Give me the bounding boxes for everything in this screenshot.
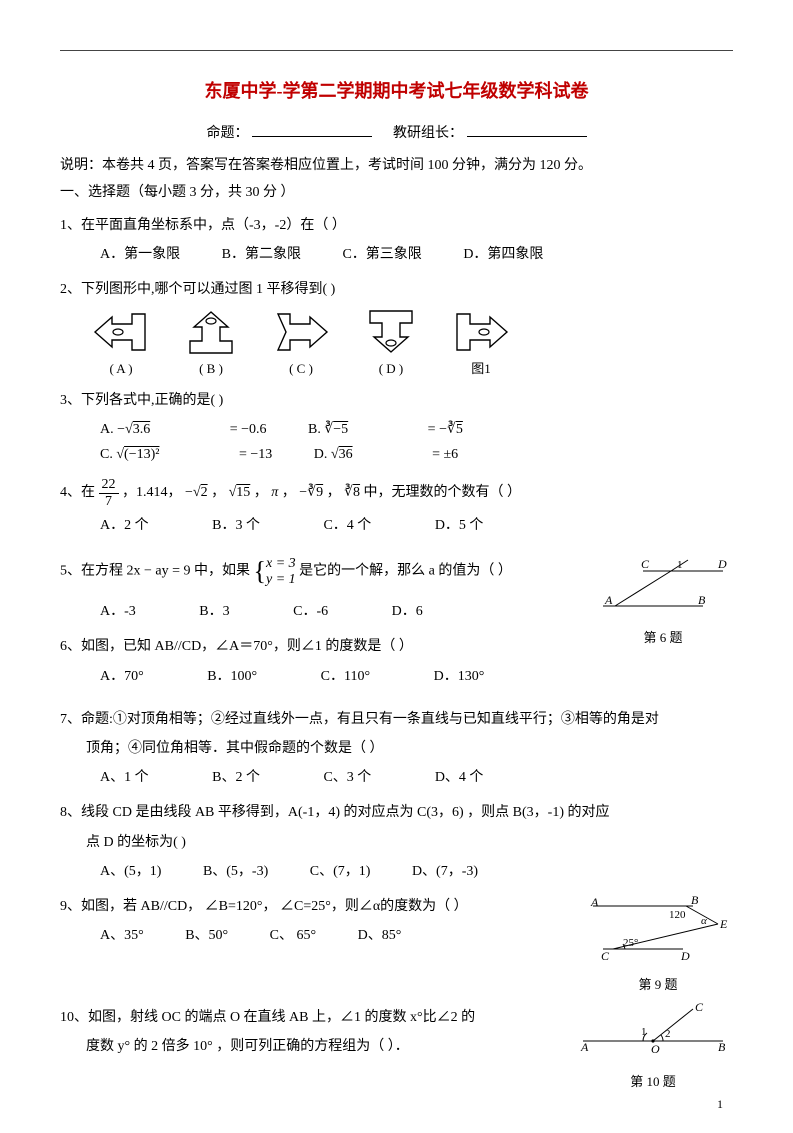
question-7-options: A、1 个 B、2 个 C、3 个 D、4 个 [60, 765, 733, 790]
q3-opt-d: D. √36 = ±6 [314, 442, 458, 467]
q5-tail: 是它的一个解，那么 a 的值为（ ） [299, 564, 512, 579]
q2-label-d: ( D ) [379, 361, 404, 376]
q2-fig-1: 图1 [450, 309, 512, 380]
question-3-options: A. −√3.6 = −0.6 B. ∛−5 = −∛5 C. √(−13)² … [60, 417, 733, 467]
q8-opt-c: C、(7，1) [310, 859, 371, 884]
q5-opt-d: D．6 [392, 599, 423, 624]
question-2-figures: ( A ) ( B ) ( C ) ( D ) 图1 [60, 309, 733, 380]
question-1-options: A．第一象限 B．第二象限 C．第三象限 D．第四象限 [60, 242, 733, 267]
q4-opt-a: A．2 个 [100, 513, 149, 538]
q1-opt-d: D．第四象限 [463, 242, 543, 267]
q2-fig-a: ( A ) [90, 309, 152, 380]
q4-cbrt8: ∛8 [344, 486, 360, 501]
q8-opt-b: B、(5，-3) [203, 859, 268, 884]
q2-label-a: ( A ) [109, 361, 132, 376]
arrow-shape-icon [270, 309, 332, 355]
q5-opt-a: A．-3 [100, 599, 136, 624]
question-5: 5、在方程 2x − ay = 9 中，如果 {x = 3y = 1 是它的一个… [60, 548, 733, 595]
q6-opt-d: D．130° [434, 664, 485, 689]
question-7-line2: 顶角；④同位角相等．其中假命题的个数是（ ） [60, 736, 733, 761]
svg-text:C: C [601, 949, 610, 963]
q4-sqrt2: −√2 [185, 486, 208, 501]
q1-opt-c: C．第三象限 [342, 242, 421, 267]
author-line: 命题： 教研组长： [60, 121, 733, 146]
q4-pi: π [271, 486, 278, 501]
question-4: 4、在 227 ，1.414， −√2 ， √15 ， π ， −∛9 ， ∛8… [60, 477, 733, 509]
fish-down-icon [360, 309, 422, 355]
q7-opt-d: D、4 个 [435, 765, 484, 790]
q2-fig-d: ( D ) [360, 309, 422, 380]
q7-opt-a: A、1 个 [100, 765, 149, 790]
exam-title: 东厦中学-学第二学期期中考试七年级数学科试卷 [60, 75, 733, 107]
svg-text:A: A [604, 593, 613, 607]
q9-opt-b: B、50° [185, 923, 228, 948]
q7-opt-b: B、2 个 [212, 765, 260, 790]
q8-opt-a: A、(5，1) [100, 859, 161, 884]
question-7-line1: 7、命题:①对顶角相等；②经过直线外一点，有且只有一条直线与已知直线平行；③相等… [60, 707, 733, 732]
fish-left-icon [90, 309, 152, 355]
svg-text:D: D [680, 949, 690, 963]
q5-opt-c: C．-6 [293, 599, 328, 624]
q2-label-fig1: 图1 [471, 361, 491, 376]
page-number: 1 [717, 1094, 723, 1116]
q8-opt-d: D、(7，-3) [412, 859, 478, 884]
question-8-line1: 8、线段 CD 是由线段 AB 平移得到，A(-1，4) 的对应点为 C(3，6… [60, 800, 733, 825]
q9-opt-c: C、 65° [270, 923, 316, 948]
q1-opt-a: A．第一象限 [100, 242, 180, 267]
question-3: 3、下列各式中,正确的是( ) [60, 388, 733, 413]
instructions: 说明：本卷共 4 页，答案写在答案卷相应位置上，考试时间 100 分钟，满分为 … [60, 153, 733, 178]
q3-opt-c: C. √(−13)² = −13 [100, 442, 272, 467]
fish-up-icon [180, 309, 242, 355]
question-8-options: A、(5，1) B、(5，-3) C、(7，1) D、(7，-3) [60, 859, 733, 884]
question-1: 1、在平面直角坐标系中，点（-3，-2）在（ ） [60, 213, 733, 238]
question-6-options: A．70° B．100° C．110° D．130° [60, 664, 733, 689]
question-2: 2、下列图形中,哪个可以通过图 1 平移得到( ) [60, 277, 733, 302]
figure-q10-caption: 第 10 题 [573, 1070, 733, 1093]
q5-opt-b: B．3 [199, 599, 229, 624]
question-8-line2: 点 D 的坐标为( ) [60, 830, 733, 855]
q6-opt-a: A．70° [100, 664, 144, 689]
q9-opt-a: A、35° [100, 923, 144, 948]
q4-cbrt9: −∛9 [299, 486, 323, 501]
top-rule [60, 50, 733, 51]
q2-label-c: ( C ) [289, 361, 313, 376]
q7-opt-c: C、3 个 [323, 765, 371, 790]
q5-text: 5、在方程 2x − ay = 9 中，如果 [60, 564, 254, 579]
question-9: 9、如图，若 AB//CD， ∠B=120°， ∠C=25°，则∠α的度数为（ … [60, 894, 733, 919]
fish-right-icon [450, 309, 512, 355]
question-10-line2: 度数 y° 的 2 倍多 10° ，则可列正确的方程组为（ ）． [60, 1034, 733, 1059]
section-1-heading: 一、选择题（每小题 3 分，共 30 分 ） [60, 180, 733, 205]
q6-opt-c: C．110° [321, 664, 370, 689]
author-label-2: 教研组长： [393, 126, 463, 141]
q5-system: {x = 3y = 1 [254, 564, 300, 579]
q4-sqrt15: √15 [229, 486, 251, 501]
q6-opt-b: B．100° [207, 664, 257, 689]
q4-tail: 中，无理数的个数有（ ） [364, 486, 522, 501]
author-blank-1 [252, 122, 372, 137]
q4-frac: 227 [99, 477, 119, 509]
figure-q9-caption: 第 9 题 [583, 973, 733, 996]
q3-opt-b: B. ∛−5 = −∛5 [308, 417, 539, 442]
q4-lead: 4、在 [60, 486, 99, 501]
q1-opt-b: B．第二象限 [222, 242, 301, 267]
q9-opt-d: D、85° [358, 923, 402, 948]
q3-opt-a: A. −√3.6 = −0.6 [100, 417, 267, 442]
author-blank-2 [467, 122, 587, 137]
svg-text:25°: 25° [623, 937, 638, 949]
q2-label-b: ( B ) [199, 361, 223, 376]
question-4-options: A．2 个 B．3 个 C．4 个 D．5 个 [60, 513, 733, 538]
q4-mid: ，1.414， [122, 486, 185, 501]
svg-text:B: B [698, 593, 706, 607]
q2-fig-b: ( B ) [180, 309, 242, 380]
q4-opt-c: C．4 个 [323, 513, 371, 538]
question-6: 6、如图，已知 AB//CD，∠A＝70°，则∠1 的度数是（ ） [60, 634, 733, 659]
q2-fig-c: ( C ) [270, 309, 332, 380]
question-10-line1: 10、如图，射线 OC 的端点 O 在直线 AB 上，∠1 的度数 x°比∠2 … [60, 1005, 733, 1030]
author-label-1: 命题： [207, 126, 249, 141]
q4-opt-b: B．3 个 [212, 513, 260, 538]
q4-opt-d: D．5 个 [435, 513, 484, 538]
